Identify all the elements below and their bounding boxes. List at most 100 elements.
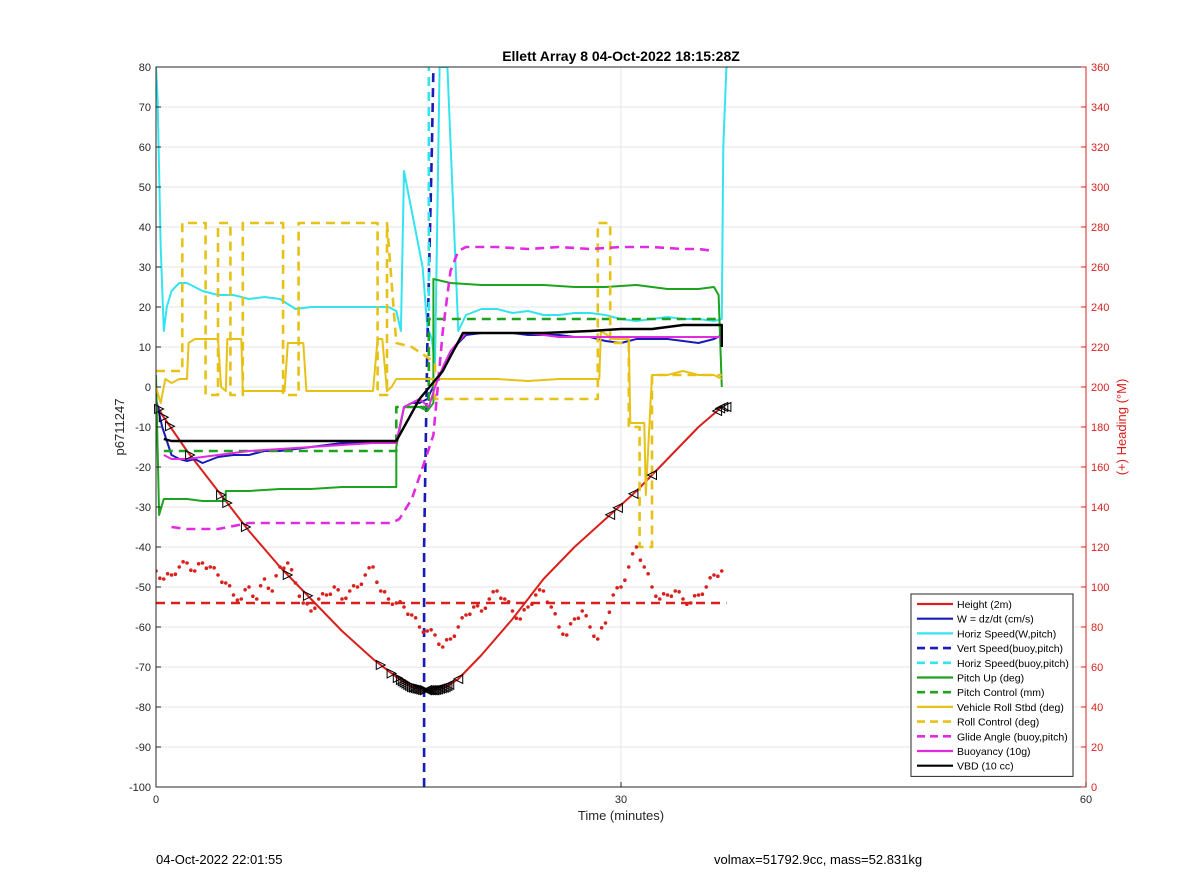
y-tick-label: -90: [135, 742, 151, 754]
heading-point: [437, 642, 441, 646]
y-tick-label: -10: [135, 422, 151, 434]
marker-group: [154, 401, 732, 696]
heading-point: [235, 598, 240, 602]
y-tick-label: -80: [135, 702, 151, 714]
descent-marker: [164, 420, 176, 432]
heading-point: [448, 637, 453, 641]
heading-point: [661, 592, 666, 596]
series-roll-control-deg: [156, 221, 722, 549]
ascent-marker: [452, 673, 464, 685]
y2-tick-label: 80: [1091, 622, 1103, 634]
legend-label: Horiz Speed(buoy,pitch): [957, 658, 1069, 670]
heading-point: [700, 592, 705, 596]
heading-point: [607, 610, 612, 614]
x-tick-label: 60: [1080, 794, 1092, 806]
heading-point: [347, 589, 352, 593]
heading-point: [626, 565, 631, 569]
heading-point: [282, 566, 286, 570]
heading-point: [634, 545, 639, 549]
heading-point: [285, 561, 290, 565]
heading-point: [623, 578, 627, 582]
heading-point: [716, 574, 720, 578]
descent-marker: [420, 684, 431, 696]
y2-tick-label: 20: [1091, 742, 1103, 754]
heading-point: [169, 573, 174, 577]
heading-point: [367, 566, 371, 570]
ascent-marker: [443, 679, 455, 691]
heading-point: [468, 612, 472, 616]
y2-tick-label: 220: [1091, 342, 1109, 354]
legend: Height (2m) W = dz/dt (cm/s) Horiz Speed(W…: [910, 593, 1074, 777]
heading-point: [192, 569, 197, 573]
y2-tick-label: 280: [1091, 222, 1109, 234]
heading-point: [297, 594, 302, 598]
descent-marker: [154, 403, 165, 415]
legend-box: [910, 593, 1074, 777]
heading-point: [491, 590, 495, 594]
heading-point: [406, 612, 410, 616]
y-tick-label: 60: [139, 142, 151, 154]
heading-point: [487, 597, 492, 601]
heading-point: [603, 621, 608, 625]
heading-point: [262, 577, 267, 581]
heading-point: [305, 602, 309, 606]
heading-point: [564, 633, 569, 637]
heading-point: [518, 617, 523, 621]
descent-marker: [216, 489, 227, 501]
heading-point: [181, 560, 185, 564]
heading-point: [553, 612, 557, 616]
y2-tick-label: 360: [1091, 62, 1109, 74]
series-w-dz-dt-cm-s: [156, 332, 723, 464]
x-axis-label: Time (minutes): [578, 808, 664, 823]
heading-point: [324, 593, 329, 597]
y2-tick-label: 260: [1091, 262, 1109, 274]
heading-point: [204, 566, 209, 570]
heading-point: [685, 602, 689, 606]
heading-point: [433, 633, 437, 637]
heading-point: [328, 592, 333, 596]
heading-point: [402, 605, 406, 609]
legend-label: Roll Control (deg): [957, 717, 1039, 729]
heading-point: [537, 588, 542, 592]
y-tick-label: -50: [135, 582, 151, 594]
heading-point: [351, 584, 356, 588]
heading-point: [177, 565, 182, 569]
x-tick-label: 30: [615, 794, 627, 806]
heading-point: [681, 597, 685, 601]
heading-point: [592, 634, 596, 638]
footer-vehicle-info: volmax=51792.9cc, mass=52.831kg: [714, 852, 923, 867]
y2-tick-label: 320: [1091, 142, 1109, 154]
heading-point: [522, 608, 526, 612]
heading-point: [611, 593, 616, 597]
legend-label: Vehicle Roll Stbd (deg): [957, 702, 1064, 714]
heading-point: [499, 596, 503, 600]
y2-tick-label: 300: [1091, 182, 1109, 194]
y-axis-label: p6711247: [112, 399, 127, 456]
y-tick-label: 30: [139, 262, 151, 274]
heading-point: [541, 589, 546, 593]
heading-point: [654, 594, 658, 598]
heading-point: [359, 582, 364, 586]
heading-point: [278, 565, 282, 569]
heading-point: [309, 609, 313, 613]
heading-point: [665, 593, 670, 597]
heading-point: [363, 573, 368, 577]
heading-point: [502, 597, 507, 601]
series-vbd-10-cc: [163, 323, 723, 443]
descent-marker: [302, 590, 314, 602]
chart-title: Ellett Array 8 04-Oct-2022 18:15:28Z: [502, 48, 740, 64]
heading-point: [413, 616, 418, 620]
heading-point: [340, 597, 344, 601]
heading-point: [619, 585, 623, 589]
heading-point: [630, 552, 635, 556]
heading-point: [464, 613, 468, 617]
ascent-marker: [720, 401, 732, 413]
legend-label: Horiz Speed(W,pitch): [957, 628, 1056, 640]
heading-point: [708, 576, 712, 580]
heading-point: [382, 590, 387, 594]
heading-point: [530, 602, 534, 606]
heading-point: [254, 597, 259, 601]
heading-point: [696, 593, 701, 597]
heading-point: [196, 562, 201, 566]
y-tick-label: -100: [129, 782, 151, 794]
